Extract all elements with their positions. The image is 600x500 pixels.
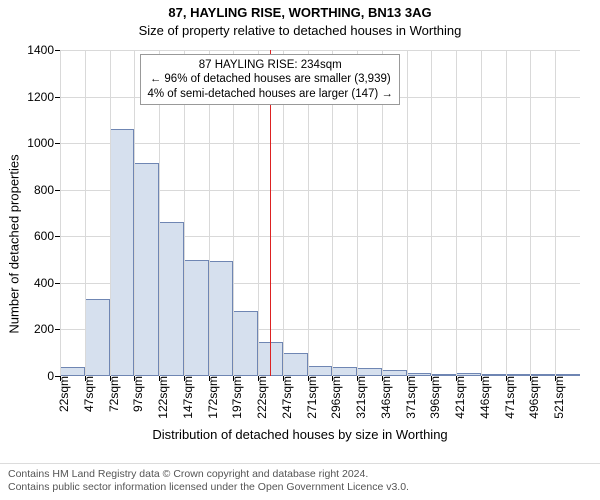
histogram-bar: [283, 353, 308, 376]
gridline-v: [110, 50, 111, 376]
histogram-bar: [85, 299, 110, 376]
x-tick-label: 496sqm: [521, 376, 541, 419]
y-axis-label: Number of detached properties: [7, 154, 22, 333]
x-tick-label: 296sqm: [323, 376, 343, 419]
y-tick-label: 800: [34, 183, 60, 197]
page-title: 87, HAYLING RISE, WORTHING, BN13 3AG: [0, 0, 600, 21]
histogram-bar: [357, 368, 382, 376]
gridline-v: [530, 50, 531, 376]
x-tick-label: 471sqm: [497, 376, 517, 419]
gridline-v: [481, 50, 482, 376]
gridline-v: [407, 50, 408, 376]
histogram-bar: [184, 260, 209, 376]
attribution-footer: Contains HM Land Registry data © Crown c…: [0, 463, 600, 500]
gridline-v: [85, 50, 86, 376]
callout-line: ← 96% of detached houses are smaller (3,…: [147, 72, 392, 86]
histogram-bar: [110, 129, 135, 376]
histogram-bar: [134, 163, 159, 376]
x-tick-label: 72sqm: [101, 376, 121, 412]
y-tick-label: 1200: [27, 90, 60, 104]
gridline-v: [506, 50, 507, 376]
x-tick-label: 446sqm: [472, 376, 492, 419]
y-tick-label: 1400: [27, 43, 60, 57]
y-tick-label: 400: [34, 276, 60, 290]
x-tick-label: 521sqm: [546, 376, 566, 419]
y-tick-label: 200: [34, 322, 60, 336]
footer-line: Contains HM Land Registry data © Crown c…: [8, 468, 592, 481]
gridline-v: [431, 50, 432, 376]
gridline-v: [134, 50, 135, 376]
x-axis-label: Distribution of detached houses by size …: [0, 427, 600, 442]
gridline-v: [60, 50, 61, 376]
x-tick-label: 321sqm: [348, 376, 368, 419]
callout-line: 87 HAYLING RISE: 234sqm: [147, 58, 392, 72]
histogram-bar: [209, 261, 234, 376]
x-tick-label: 396sqm: [422, 376, 442, 419]
histogram-bar: [308, 366, 333, 376]
x-tick-label: 222sqm: [249, 376, 269, 419]
gridline-h: [60, 50, 580, 51]
x-tick-label: 47sqm: [76, 376, 96, 412]
histogram-bar: [332, 367, 357, 376]
x-tick-label: 346sqm: [373, 376, 393, 419]
x-tick-label: 22sqm: [51, 376, 71, 412]
plot-area: 020040060080010001200140022sqm47sqm72sqm…: [60, 50, 580, 376]
x-tick-label: 421sqm: [447, 376, 467, 419]
page-subtitle: Size of property relative to detached ho…: [0, 21, 600, 38]
gridline-v: [456, 50, 457, 376]
histogram-bar: [159, 222, 184, 376]
gridline-h: [60, 143, 580, 144]
x-tick-label: 247sqm: [274, 376, 294, 419]
x-tick-label: 147sqm: [175, 376, 195, 419]
x-tick-label: 271sqm: [299, 376, 319, 419]
callout-line: 4% of semi-detached houses are larger (1…: [147, 87, 392, 101]
footer-line: Contains public sector information licen…: [8, 481, 592, 494]
y-tick-label: 1000: [27, 136, 60, 150]
x-tick-label: 97sqm: [125, 376, 145, 412]
x-tick-label: 371sqm: [398, 376, 418, 419]
histogram-bar: [233, 311, 258, 376]
chart-container: Number of detached properties 0200400600…: [0, 44, 600, 444]
x-tick-label: 172sqm: [200, 376, 220, 419]
gridline-v: [555, 50, 556, 376]
x-tick-label: 122sqm: [150, 376, 170, 419]
y-tick-label: 600: [34, 229, 60, 243]
property-callout: 87 HAYLING RISE: 234sqm← 96% of detached…: [140, 54, 399, 105]
x-tick-label: 197sqm: [224, 376, 244, 419]
histogram-bar: [60, 367, 85, 376]
